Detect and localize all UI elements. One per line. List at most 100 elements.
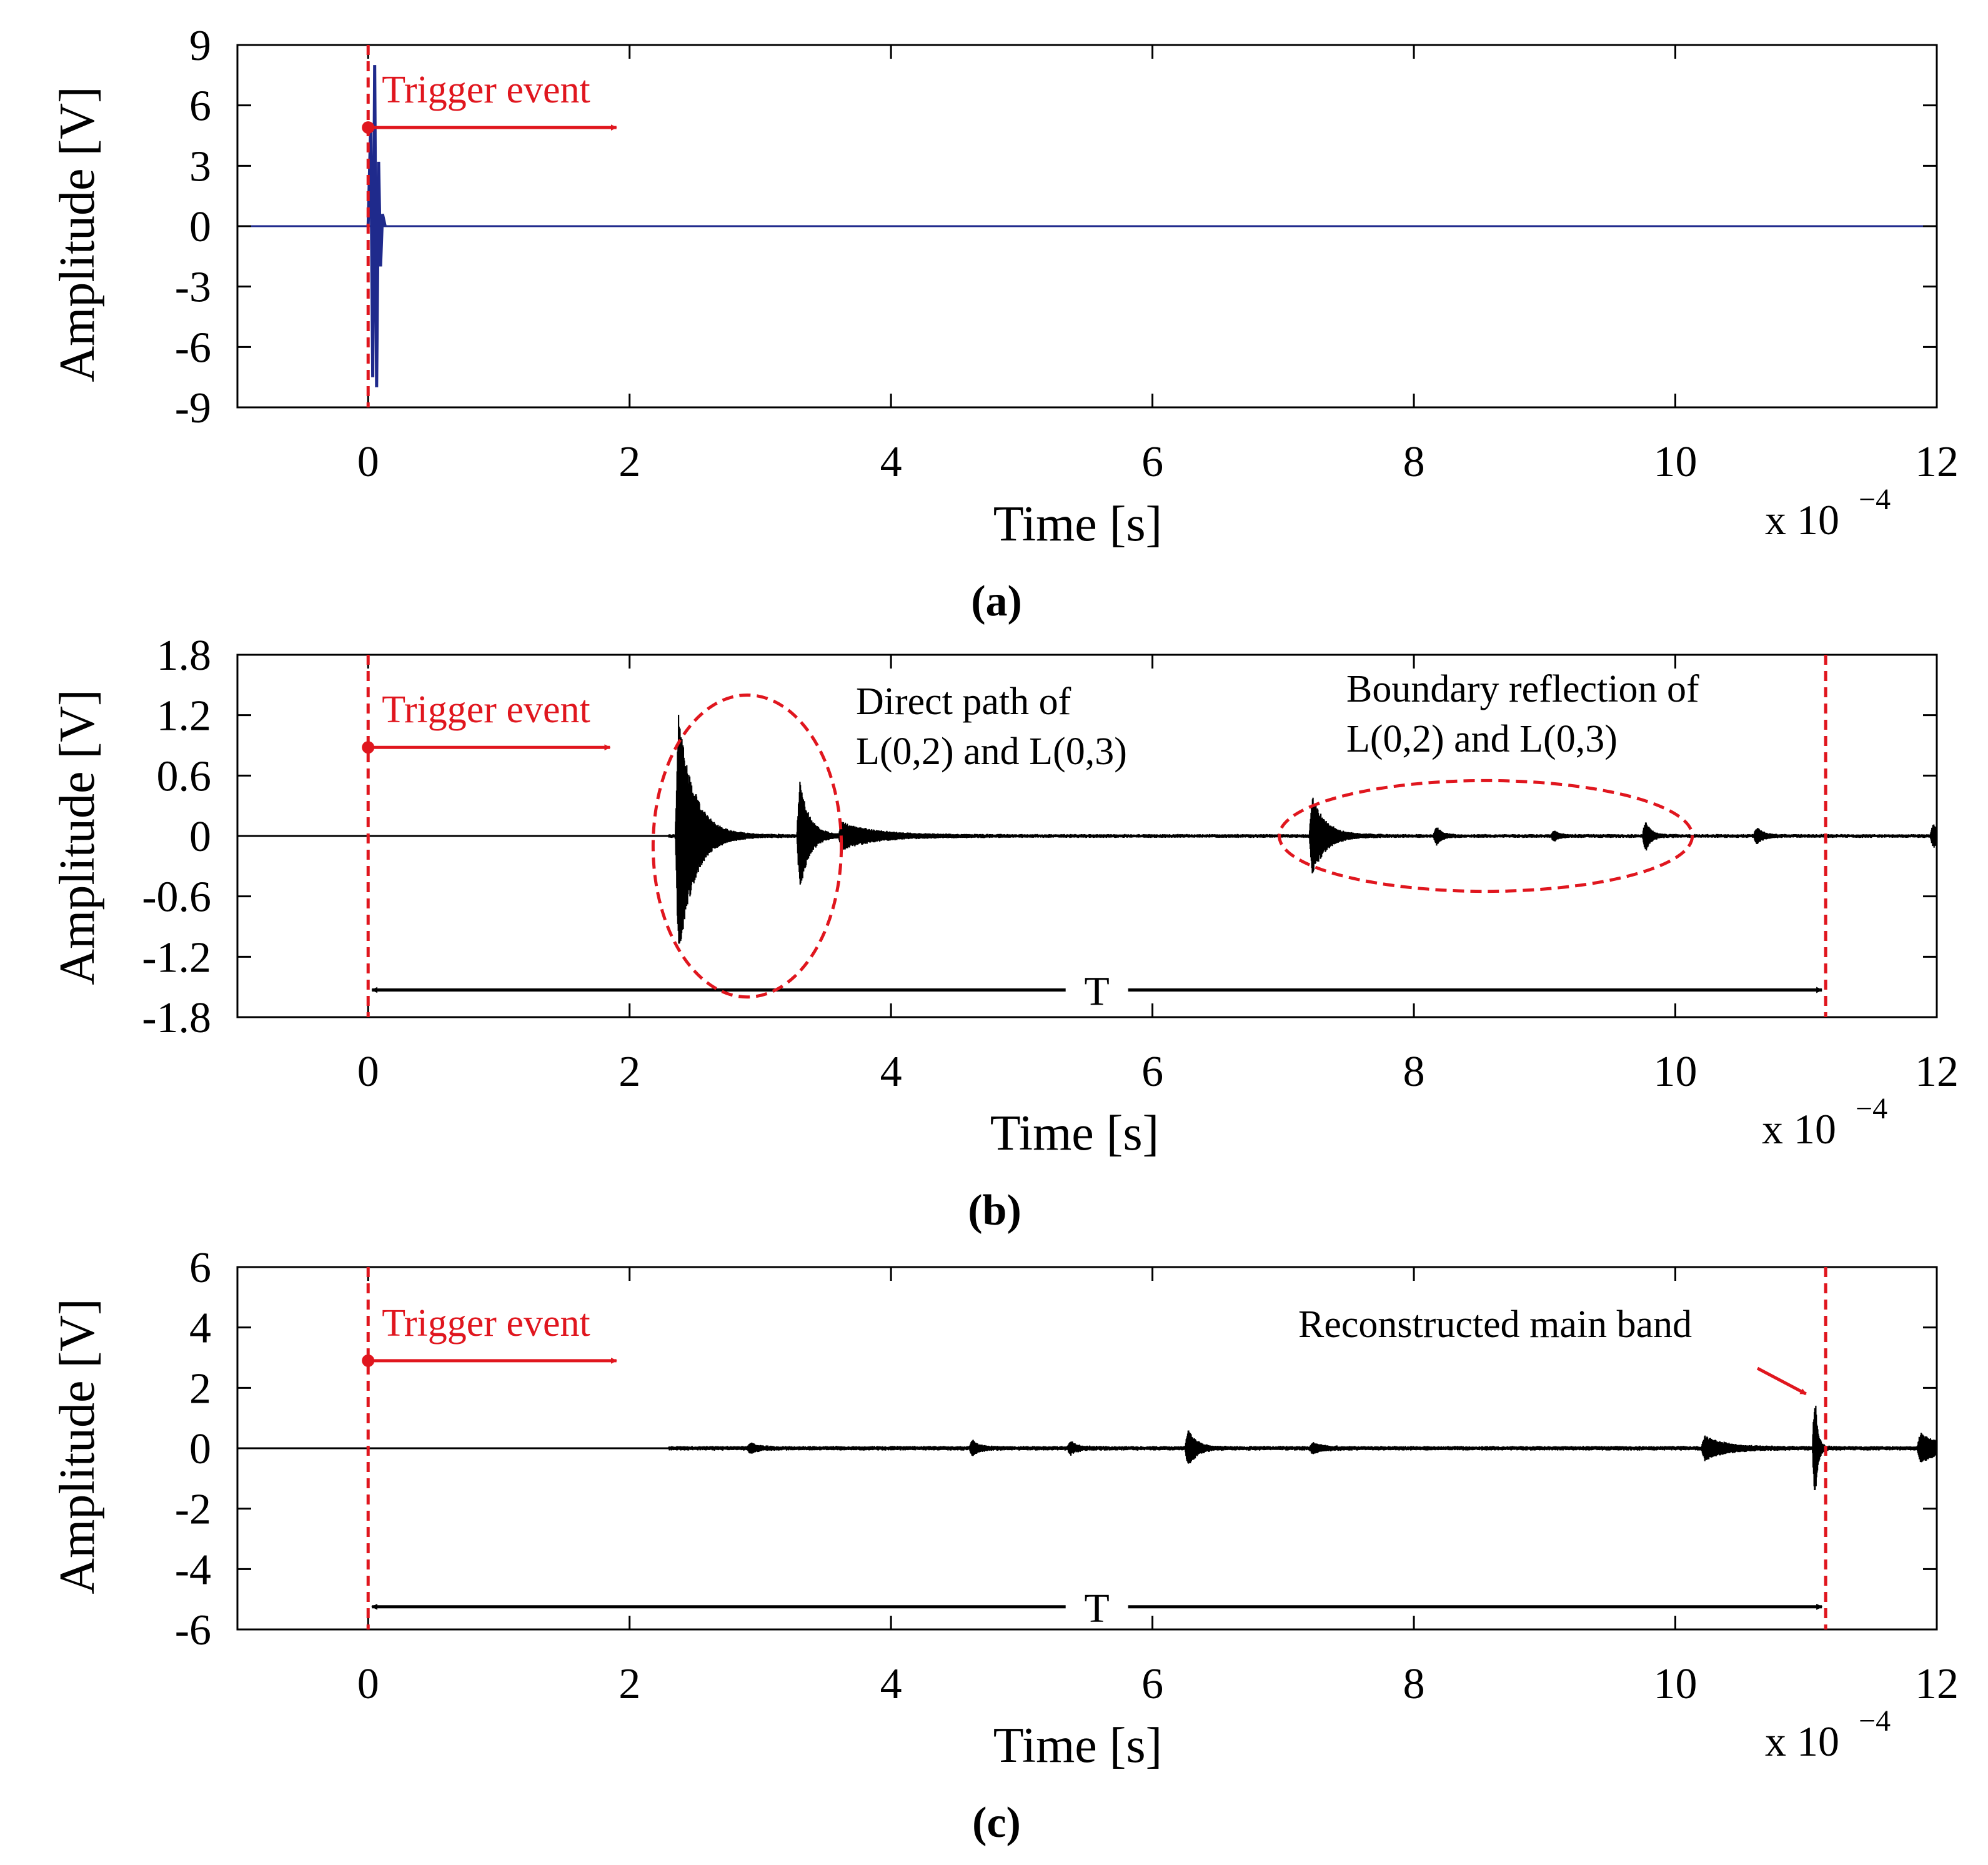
panel-c-ytick-label: -2 xyxy=(175,1486,211,1534)
panel-c-xtick-label: 2 xyxy=(619,1660,640,1708)
panel-c-signal-line xyxy=(668,1405,1938,1491)
panel-c-ytick-label: 2 xyxy=(189,1365,211,1413)
panel-b-ytick-label: 1.2 xyxy=(157,692,212,740)
panel-a-series xyxy=(237,65,1937,387)
panel-b-xtick-label: 0 xyxy=(357,1048,379,1096)
annotation-text: Direct path of xyxy=(856,680,1071,723)
trigger-label: Trigger event xyxy=(382,1302,590,1345)
panel-b-caption: (b) xyxy=(968,1186,1021,1235)
panel-c-ytick-label: -6 xyxy=(175,1606,211,1654)
panel-a-ytick-label: 3 xyxy=(189,142,211,191)
panel-c-xticks: 0 2 4 6 8 10 12 xyxy=(357,1267,1959,1708)
period-label: T xyxy=(1085,1586,1110,1631)
panel-a-yticks: 9 6 3 0 -3 -6 -9 xyxy=(175,22,1937,432)
panel-c-caption: (c) xyxy=(972,1799,1021,1847)
panel-c-x-scale-base: x 10 xyxy=(1765,1718,1839,1765)
panel-b-xticks: 0 2 4 6 8 10 12 xyxy=(357,655,1959,1096)
svg-text:(c): (c) xyxy=(972,1799,1021,1847)
panel-a-ytick-label: -3 xyxy=(175,264,211,312)
panel-b-caption-text: (b) xyxy=(968,1186,1021,1235)
panel-c-series xyxy=(237,1405,1938,1491)
panel-b-xtick-label: 4 xyxy=(880,1048,902,1096)
panel-a-caption-text: (a) xyxy=(971,577,1022,625)
panel-a-ytick-label: 6 xyxy=(189,82,211,131)
panel-a: 9 6 3 0 -3 -6 -9 0 2 4 6 8 10 12 Trigger event Ampli… xyxy=(50,22,1959,625)
panel-b: 1.8 1.2 0.6 0 -0.6 -1.2 -1.8 0 2 4 6 8 10 12 Trigger… xyxy=(50,632,1959,1235)
panel-b-xtick-label: 2 xyxy=(619,1048,640,1096)
panel-a-x-scale-base: x 10 xyxy=(1765,496,1839,544)
panel-c-ytick-label: -4 xyxy=(175,1546,211,1594)
panel-b-ytick-label: -1.2 xyxy=(142,933,211,982)
panel-b-ytick-label: 0 xyxy=(189,813,211,861)
panel-c-xtick-label: 8 xyxy=(1403,1660,1425,1708)
panel-c-x-scale: x 10 −4 xyxy=(1765,1704,1891,1765)
annotation-ellipse xyxy=(1278,778,1694,893)
panel-c: 6 4 2 0 -2 -4 -6 0 2 4 6 8 10 12 Trigger event T Reco… xyxy=(50,1244,1959,1847)
panel-b-trigger: Trigger event T xyxy=(362,655,1827,1017)
panel-b-xtick-label: 12 xyxy=(1915,1048,1959,1096)
panel-a-xtick-label: 8 xyxy=(1403,438,1425,486)
panel-c-yticks: 6 4 2 0 -2 -4 -6 xyxy=(175,1244,1937,1654)
panel-c-caption-text: (c) xyxy=(972,1799,1021,1847)
panel-c-xtick-label: 12 xyxy=(1915,1660,1959,1708)
panel-a-caption: (a) xyxy=(971,577,1022,625)
panel-b-xtick-label: 8 xyxy=(1403,1048,1425,1096)
panel-c-xtick-label: 10 xyxy=(1654,1660,1697,1708)
panel-a-xtick-label: 0 xyxy=(357,438,379,486)
panel-c-xtick-label: 4 xyxy=(880,1660,902,1708)
panel-b-ytick-label: 1.8 xyxy=(157,632,212,680)
period-label: T xyxy=(1085,969,1110,1015)
panel-b-xtick-label: 10 xyxy=(1654,1048,1697,1096)
panel-a-signal-line xyxy=(366,65,387,387)
svg-text:(a): (a) xyxy=(971,577,1022,625)
panel-b-yticks: 1.8 1.2 0.6 0 -0.6 -1.2 -1.8 xyxy=(142,632,1937,1042)
panel-b-annotations: Direct path of L(0,2) and L(0,3) Boundary … xyxy=(651,668,1699,999)
annotation-ellipse xyxy=(651,693,843,999)
panel-a-xtick-label: 10 xyxy=(1654,438,1697,486)
panel-b-signal-line xyxy=(668,714,1938,944)
panel-a-trigger: Trigger event xyxy=(362,45,617,407)
panel-c-x-scale-exponent: −4 xyxy=(1859,1704,1891,1738)
panel-a-ytick-label: 0 xyxy=(189,203,211,251)
panel-c-ytick-label: 6 xyxy=(189,1244,211,1292)
annotation-text: Boundary reflection of xyxy=(1346,668,1699,710)
annotation-text: L(0,2) and L(0,3) xyxy=(856,730,1127,773)
panel-b-x-scale: x 10 −4 xyxy=(1762,1092,1887,1153)
panel-a-ytick-label: -9 xyxy=(175,384,211,432)
panel-c-annotations: Reconstructed main band xyxy=(1298,1303,1807,1396)
panel-c-y-axis-label: Amplitude [V] xyxy=(50,1298,105,1594)
panel-b-x-scale-base: x 10 xyxy=(1762,1105,1836,1153)
annotation-text: L(0,2) and L(0,3) xyxy=(1346,718,1618,760)
panel-c-ytick-label: 4 xyxy=(189,1305,211,1353)
panel-a-x-scale-exponent: −4 xyxy=(1859,483,1891,516)
panel-b-y-axis-label: Amplitude [V] xyxy=(50,689,105,985)
panel-c-trigger: Trigger event T xyxy=(362,1267,1827,1631)
panel-c-xtick-label: 0 xyxy=(357,1660,379,1708)
trigger-label: Trigger event xyxy=(382,689,590,731)
panel-a-xticks: 0 2 4 6 8 10 12 xyxy=(357,45,1959,486)
trigger-label: Trigger event xyxy=(382,69,590,111)
panel-b-ytick-label: -0.6 xyxy=(142,873,211,922)
panel-a-xtick-label: 4 xyxy=(880,438,902,486)
panel-b-ytick-label: 0.6 xyxy=(157,752,212,800)
panel-a-xtick-label: 12 xyxy=(1915,438,1959,486)
panel-a-ytick-label: -6 xyxy=(175,324,211,372)
panel-a-y-axis-label: Amplitude [V] xyxy=(50,86,105,382)
panel-c-x-axis-label: Time [s] xyxy=(993,1718,1162,1773)
panel-b-ytick-label: -1.8 xyxy=(142,994,211,1042)
panel-a-x-scale: x 10 −4 xyxy=(1765,483,1891,544)
annotation-arrow xyxy=(1756,1366,1807,1396)
panel-b-xtick-label: 6 xyxy=(1141,1048,1163,1096)
panel-a-x-axis-label: Time [s] xyxy=(993,497,1162,552)
panel-b-series xyxy=(237,714,1938,944)
panel-a-ytick-label: 9 xyxy=(189,22,211,70)
panel-a-xtick-label: 2 xyxy=(619,438,640,486)
panel-c-ytick-label: 0 xyxy=(189,1425,211,1473)
panel-b-x-scale-exponent: −4 xyxy=(1856,1092,1887,1125)
panel-b-x-axis-label: Time [s] xyxy=(990,1106,1159,1161)
svg-text:(b): (b) xyxy=(968,1186,1021,1235)
annotation-text: Reconstructed main band xyxy=(1298,1303,1692,1346)
panel-c-xtick-label: 6 xyxy=(1141,1660,1163,1708)
panel-a-xtick-label: 6 xyxy=(1141,438,1163,486)
